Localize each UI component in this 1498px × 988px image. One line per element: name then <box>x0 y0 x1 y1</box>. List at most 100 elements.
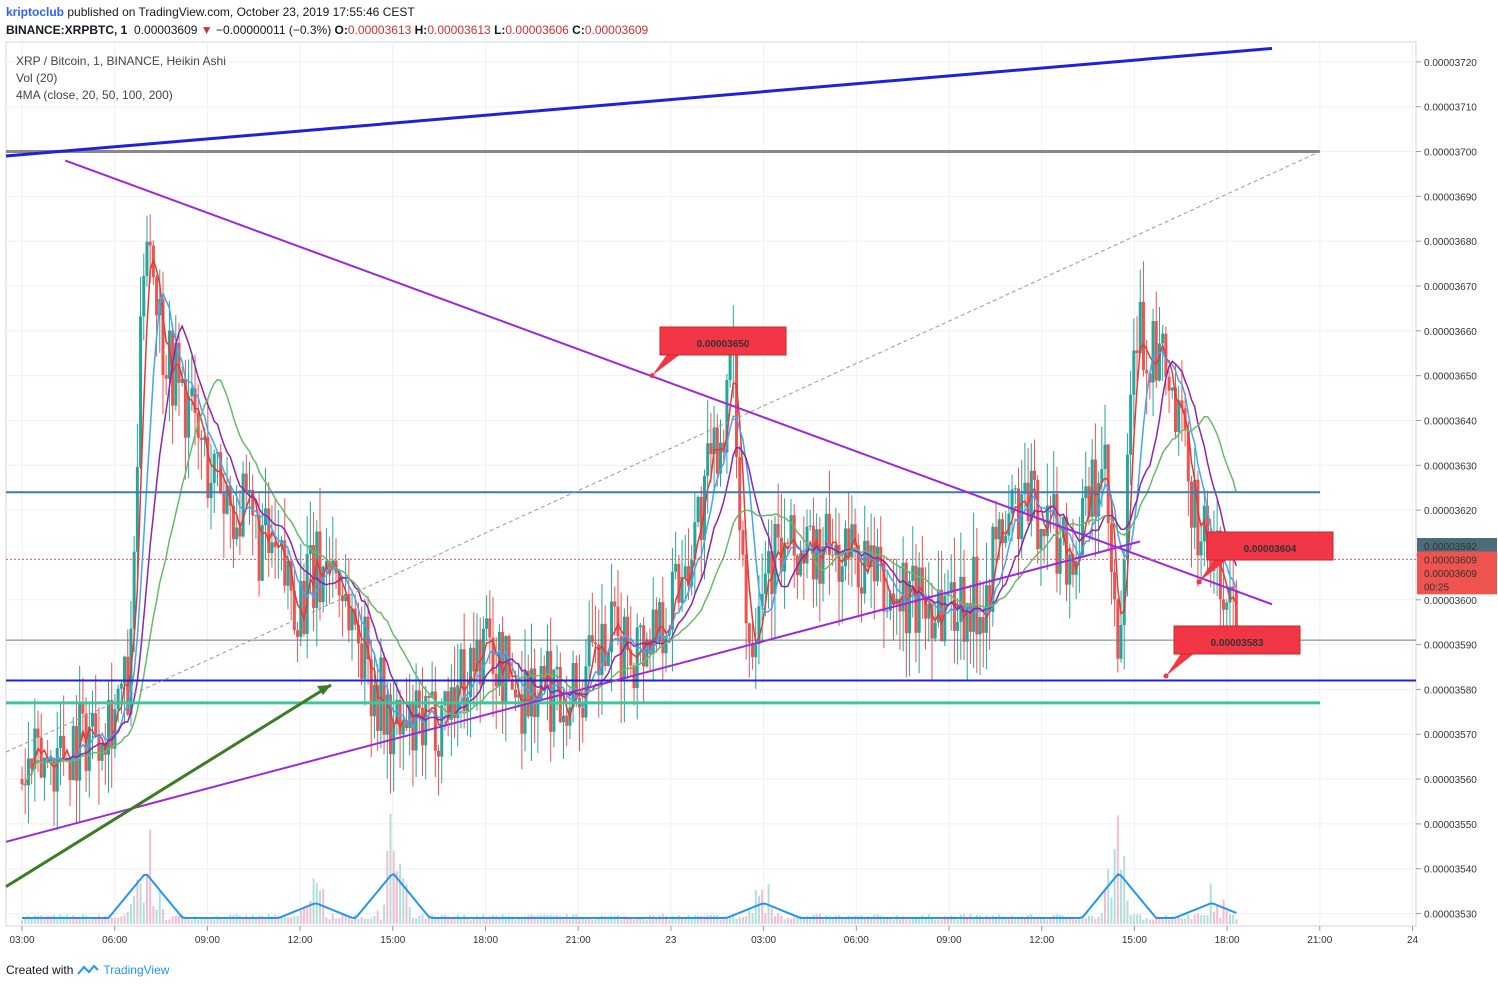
candle-body <box>805 526 809 564</box>
candle-body <box>610 601 614 653</box>
volume-bar <box>966 918 969 924</box>
volume-bar <box>793 917 796 924</box>
volume-bar <box>1071 919 1074 924</box>
candle-body <box>751 643 755 658</box>
created-with-label: Created with <box>6 963 74 977</box>
candle-body <box>286 560 290 586</box>
publisher-line: kriptoclub published on TradingView.com,… <box>6 5 415 19</box>
volume-bar <box>472 917 475 924</box>
volume-bar <box>780 915 783 924</box>
candle-body <box>949 582 953 593</box>
candle-body <box>472 647 476 672</box>
volume-bar <box>1068 917 1071 924</box>
legend-symbol[interactable]: XRP / Bitcoin, 1, BINANCE, Heikin Ashi <box>16 54 226 68</box>
volume-bar <box>373 916 376 924</box>
candle-body <box>674 563 678 572</box>
volume-bar <box>857 915 860 924</box>
brand-label[interactable]: TradingView <box>103 963 170 977</box>
candle-body <box>859 587 863 594</box>
candle-body <box>488 618 492 638</box>
candle-body <box>728 354 732 381</box>
volume-bar <box>1075 919 1078 924</box>
candle-body <box>235 527 239 540</box>
volume-bar <box>488 916 491 924</box>
volume-bar <box>655 917 658 924</box>
volume-bar <box>133 896 136 924</box>
y-tick-label: 0.00003670 <box>1424 282 1477 293</box>
candle-body <box>1170 387 1174 391</box>
publisher-name[interactable]: kriptoclub <box>6 5 65 19</box>
volume-bar <box>741 916 744 924</box>
candle-body <box>901 562 905 612</box>
volume-bar <box>684 918 687 924</box>
candle-body <box>712 427 716 455</box>
volume-bar <box>604 915 607 924</box>
candle-body <box>94 713 98 738</box>
candle-body <box>940 589 944 642</box>
volume-bar <box>629 917 632 924</box>
volume-bar <box>568 919 571 924</box>
candle-body <box>930 604 934 639</box>
candle-body <box>437 750 441 757</box>
volume-bar <box>751 913 754 924</box>
volume-bar <box>88 919 91 924</box>
volume-bar <box>1004 919 1007 924</box>
callout-3604-anchor <box>1196 579 1202 585</box>
candle-body <box>36 728 40 738</box>
volume-bar <box>126 912 129 924</box>
volume-bar <box>565 914 568 924</box>
candle-body <box>183 378 187 438</box>
volume-bar <box>812 914 815 924</box>
candle-body <box>552 669 556 732</box>
candle-body <box>68 757 72 781</box>
volume-bar <box>998 914 1001 924</box>
volume-bar <box>254 917 257 924</box>
volume-bar <box>24 918 27 924</box>
volume-bar <box>168 919 171 924</box>
volume-bar <box>81 914 84 924</box>
volume-bar <box>62 916 65 924</box>
volume-bar <box>434 916 437 924</box>
candle-body <box>1209 557 1213 571</box>
volume-bar <box>341 914 344 924</box>
candle-body <box>1068 554 1072 585</box>
legend-volume[interactable]: Vol (20) <box>16 71 58 85</box>
volume-bar <box>597 917 600 924</box>
candle-body <box>1023 482 1027 494</box>
volume-bar <box>219 917 222 924</box>
volume-bar <box>49 915 52 924</box>
countdown-badge-bg <box>1417 578 1497 595</box>
candle-body <box>39 737 43 778</box>
volume-bar <box>21 919 23 924</box>
volume-bar <box>1027 914 1030 924</box>
candle-body <box>735 345 739 458</box>
y-tick-label: 0.00003580 <box>1424 685 1477 696</box>
y-tick-label: 0.00003650 <box>1424 372 1477 383</box>
candle-body <box>135 467 139 552</box>
volume-bar <box>386 850 389 924</box>
volume-bar <box>1059 914 1062 924</box>
legend-ma[interactable]: 4MA (close, 20, 50, 100, 200) <box>16 88 173 102</box>
x-tick-label: 24 <box>1407 935 1419 946</box>
volume-bar <box>610 915 613 924</box>
candle-body <box>853 524 857 545</box>
volume-bar <box>264 918 267 924</box>
x-tick-label: 21:00 <box>1307 935 1332 946</box>
candle-body <box>626 616 630 650</box>
volume-bar <box>1097 916 1100 924</box>
candle-body <box>1087 486 1091 517</box>
candle-body <box>542 665 546 681</box>
volume-bar <box>921 914 924 924</box>
candle-body <box>161 298 165 376</box>
volume-bar <box>415 917 418 924</box>
volume-bar <box>991 915 994 924</box>
price-badge-current-bg <box>1417 551 1497 568</box>
candle-body <box>847 528 851 558</box>
candle-body <box>632 665 636 689</box>
callout-3583-anchor <box>1163 673 1169 679</box>
volume-bar <box>831 918 834 924</box>
callout-3650-box <box>659 326 787 356</box>
volume-bar <box>1184 918 1187 924</box>
volume-bar <box>360 916 363 924</box>
